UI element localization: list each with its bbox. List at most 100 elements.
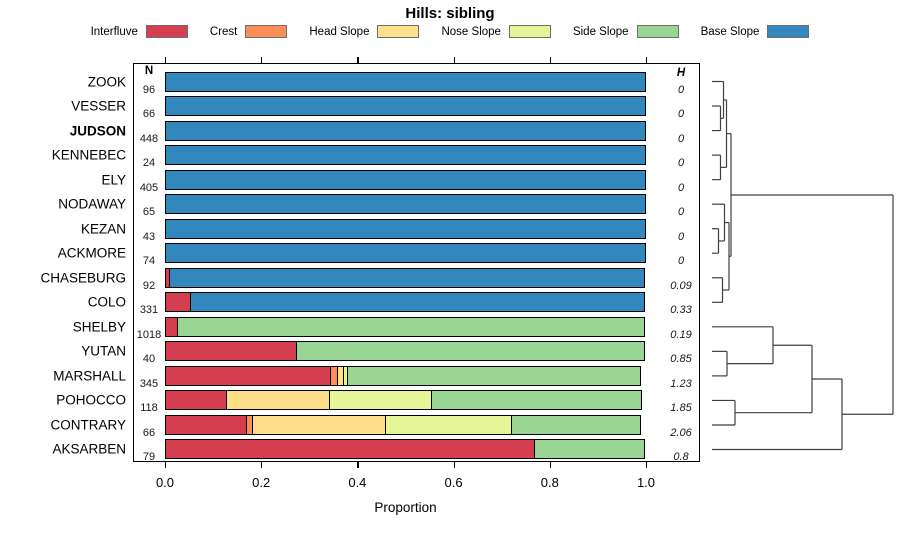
- row-label-zook: ZOOK: [87, 74, 126, 89]
- stacked-bar-aksarben: [165, 439, 646, 460]
- stacked-bar-kezan: [165, 218, 646, 239]
- bar-segment-side-slope: [534, 439, 645, 460]
- bar-segment-interfluve: [165, 341, 298, 362]
- legend-swatch-icon: [636, 25, 679, 38]
- x-axis-tick: [165, 462, 167, 468]
- x-axis-tick: [357, 462, 359, 468]
- bar-segment-base-slope: [165, 243, 646, 264]
- stacked-bar-contrary: [165, 414, 646, 435]
- bar-segment-interfluve: [165, 365, 331, 386]
- bar-segment-interfluve: [165, 292, 192, 313]
- row-label-marshall: MARSHALL: [53, 368, 126, 384]
- legend-label: Side Slope: [572, 25, 629, 38]
- h-value: 0.85: [670, 353, 692, 366]
- x-axis-tick: [646, 462, 648, 468]
- h-value: 0.09: [670, 279, 692, 292]
- row-label-kezan: KEZAN: [80, 221, 126, 237]
- n-value: 24: [142, 157, 156, 170]
- row-label-chaseburg: CHASEBURG: [40, 270, 126, 286]
- h-value: 0: [677, 108, 685, 121]
- n-value: 74: [142, 255, 156, 268]
- stacked-bar-colo: [165, 292, 646, 313]
- bar-segment-base-slope: [165, 120, 646, 141]
- n-value: 43: [142, 230, 156, 243]
- x-axis-tick-top: [165, 57, 167, 63]
- h-value: 0: [677, 255, 685, 268]
- x-axis-tick-label: 0.6: [444, 475, 463, 490]
- stacked-bar-marshall: [165, 365, 646, 386]
- bar-segment-base-slope: [165, 145, 646, 166]
- n-value: 79: [142, 451, 156, 464]
- n-value: 66: [142, 426, 156, 439]
- legend-label: Head Slope: [309, 25, 370, 38]
- legend: Interfluve Crest Head Slope Nose Slope Side …: [0, 25, 900, 38]
- bar-segment-interfluve: [165, 414, 247, 435]
- x-axis-title: Proportion: [374, 500, 437, 515]
- bar-segment-base-slope: [190, 292, 645, 313]
- h-value: 2.06: [670, 426, 692, 439]
- n-value: 65: [142, 206, 156, 219]
- bar-segment-base-slope: [165, 194, 646, 215]
- bar-segment-base-slope: [165, 71, 646, 92]
- n-value: 66: [142, 108, 156, 121]
- row-label-contrary: CONTRARY: [50, 417, 126, 433]
- h-value: 0.8: [673, 451, 689, 464]
- bar-segment-base-slope: [165, 169, 646, 190]
- legend-item-crest: Crest: [210, 25, 288, 38]
- bar-segment-side-slope: [511, 414, 642, 435]
- x-axis-tick-label: 0.2: [252, 475, 271, 490]
- stacked-bar-shelby: [165, 316, 646, 337]
- row-label-shelby: SHELBY: [72, 319, 126, 335]
- x-axis-tick: [453, 462, 455, 468]
- bar-segment-interfluve: [165, 439, 536, 460]
- n-value: 345: [139, 377, 159, 390]
- n-value: 92: [142, 279, 156, 292]
- bar-segment-interfluve: [165, 390, 228, 411]
- legend-item-side-slope: Side Slope: [573, 25, 679, 38]
- x-axis-tick: [549, 462, 552, 468]
- row-label-kennebec: KENNEBEC: [51, 147, 126, 163]
- legend-item-nose-slope: Nose Slope: [441, 25, 551, 38]
- bar-segment-side-slope: [430, 390, 643, 411]
- row-label-vesser: VESSER: [71, 98, 126, 114]
- bar-segment-base-slope: [165, 96, 646, 117]
- x-axis-tick-top: [453, 57, 455, 63]
- legend-swatch-icon: [767, 25, 810, 38]
- stacked-bar-yutan: [165, 341, 646, 362]
- h-value: 0: [677, 157, 685, 170]
- row-label-nodaway: NODAWAY: [58, 196, 126, 212]
- legend-swatch-icon: [508, 25, 551, 38]
- h-value: 1.85: [670, 402, 692, 415]
- x-axis-tick-label: 0.0: [155, 475, 175, 490]
- h-value: 0: [677, 206, 685, 219]
- n-value: 1018: [136, 328, 162, 341]
- row-label-aksarben: AKSARBEN: [52, 441, 126, 457]
- x-axis-tick-label: 1.0: [636, 475, 656, 490]
- h-value: 0: [677, 230, 685, 243]
- row-label-ely: ELY: [101, 172, 126, 188]
- legend-label: Base Slope: [700, 25, 760, 38]
- stacked-bar-zook: [165, 71, 646, 92]
- plot-area: [133, 63, 700, 462]
- n-value: 331: [139, 304, 159, 317]
- bar-segment-side-slope: [296, 341, 645, 362]
- bar-segment-base-slope: [169, 267, 645, 288]
- stacked-bar-judson: [165, 120, 646, 141]
- legend-item-base-slope: Base Slope: [701, 25, 810, 38]
- h-value: 1.23: [670, 377, 692, 390]
- row-label-judson: JUDSON: [69, 123, 126, 139]
- x-axis-tick: [261, 462, 263, 468]
- x-axis-tick-label: 0.4: [348, 475, 367, 490]
- n-value: 40: [142, 353, 156, 366]
- x-axis-tick-top: [646, 57, 648, 63]
- legend-label: Interfluve: [90, 25, 138, 38]
- stacked-bar-ely: [165, 169, 646, 190]
- x-axis-tick-label: 0.8: [540, 475, 559, 490]
- bar-segment-side-slope: [347, 365, 642, 386]
- h-value: 0: [677, 132, 685, 145]
- legend-swatch-icon: [145, 25, 188, 38]
- stacked-bar-chaseburg: [165, 267, 646, 288]
- h-column-header: H: [676, 67, 686, 79]
- row-label-yutan: YUTAN: [81, 343, 126, 359]
- bar-segment-head-slope: [251, 414, 387, 435]
